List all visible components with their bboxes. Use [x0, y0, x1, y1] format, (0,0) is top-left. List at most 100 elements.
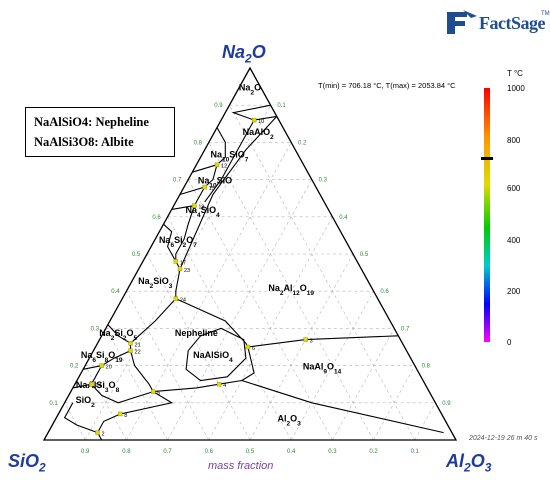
phase-label-naalsio4: NaAlSiO4 — [193, 350, 233, 364]
colorbar-tick-200: 200 — [507, 287, 521, 296]
invariant-point-label: 18 — [198, 205, 204, 211]
phase-boundary — [163, 223, 177, 262]
invariant-point-label: 24 — [180, 298, 186, 304]
vertex-right-label: Al2O3 — [446, 451, 492, 475]
phase-boundary — [192, 127, 226, 173]
invariant-point-label: 23 — [184, 268, 190, 274]
left-tick-label: 0.5 — [132, 252, 141, 258]
axis-title: mass fraction — [208, 460, 274, 472]
invariant-point-label: 6 — [252, 346, 255, 352]
temperature-colorbar — [484, 88, 490, 342]
invariant-point-marker — [245, 344, 251, 350]
colorbar-tick-1000: 1000 — [507, 84, 525, 93]
grid-line — [187, 179, 333, 441]
invariant-point-label: 3 — [310, 339, 313, 345]
invariant-point-marker — [173, 259, 179, 264]
phase-label-na2o: Na2O — [239, 82, 261, 96]
bottom-tick-label: 0.6 — [205, 449, 214, 455]
bottom-tick-label: 0.1 — [411, 449, 420, 455]
timestamp: 2024-12-19 26 m 40 s — [469, 435, 538, 442]
phase-boundary — [175, 116, 278, 299]
right-tick-label: 0.4 — [339, 215, 348, 221]
invariant-point-marker — [128, 341, 133, 346]
left-tick-label: 0.8 — [194, 140, 203, 146]
invariant-point-marker — [251, 117, 257, 123]
bottom-tick-label: 0.3 — [328, 449, 337, 455]
grid-line — [84, 105, 271, 441]
phase-label-na10sio: Na10SiO — [198, 175, 232, 189]
grid-line — [373, 365, 416, 441]
phase-label-na6si2o7: Na6Si2O7 — [159, 235, 197, 249]
invariant-point-label: 20 — [106, 365, 112, 371]
right-tick-label: 0.6 — [380, 289, 389, 295]
phase-label-na6si8o19: Na6Si8O19 — [81, 350, 123, 364]
invariant-point-label: 5 — [157, 391, 160, 397]
invariant-point-marker — [177, 266, 183, 272]
invariant-point-marker — [202, 184, 207, 190]
colorbar-tick-0: 0 — [507, 338, 512, 347]
vertex-top-label: Na2O — [222, 42, 266, 66]
invariant-point-label: 22 — [135, 350, 141, 356]
axis-tick-labels: 0.9 0.8 0.7 0.6 0.5 0.4 0.3 0.2 0.1 0.1 0.2 0.3 0.4 0… — [49, 103, 451, 455]
factsage-logo-icon — [447, 10, 477, 34]
right-tick-label: 0.1 — [277, 103, 286, 109]
grid-line — [229, 105, 416, 441]
temperature-range-label: T(min) = 706.18 °C, T(max) = 2053.84 °C — [318, 81, 456, 90]
phase-boundaries — [63, 104, 444, 441]
invariant-point-marker — [95, 430, 100, 435]
phase-label-na4sio4: Na4SiO4 — [185, 205, 220, 219]
invariant-point-marker — [303, 337, 308, 342]
invariant-point-label: 21 — [135, 342, 141, 348]
phase-boundary — [129, 350, 154, 392]
phase-boundary — [153, 379, 242, 393]
invariant-point-label: 17 — [180, 260, 186, 266]
phase-boundary — [175, 298, 249, 348]
bottom-tick-label: 0.8 — [122, 449, 131, 455]
invariant-point-label: 2 — [102, 432, 105, 438]
phase-label-na2al12o19: Na2Al12O19 — [268, 283, 314, 297]
grid-line — [167, 179, 313, 441]
phase-boundary — [247, 335, 399, 348]
nepheline-region-boundary — [185, 327, 247, 382]
phase-label-na2sio3: Na2SiO3 — [138, 276, 173, 290]
grid-line — [126, 291, 210, 441]
phase-label-sio2: SiO2 — [76, 395, 96, 409]
grid-line — [414, 402, 436, 441]
invariant-point-marker — [89, 382, 94, 387]
left-tick-label: 0.6 — [152, 215, 161, 221]
grid-line — [290, 291, 374, 441]
left-tick-label: 0.1 — [49, 401, 58, 407]
invariant-point-marker — [173, 296, 179, 301]
right-tick-label: 0.7 — [401, 326, 410, 332]
legend-entry-nepheline: NaAlSiO4: Nepheline — [34, 115, 149, 129]
phase-boundary — [72, 365, 103, 389]
colorbar-tick-800: 800 — [507, 136, 521, 145]
phase-boundary — [82, 350, 131, 370]
invariant-point-label: 8 — [124, 413, 127, 419]
bottom-tick-label: 0.9 — [81, 449, 90, 455]
colorbar-tick-600: 600 — [507, 184, 521, 193]
invariant-point-marker — [99, 363, 104, 368]
invariant-point-marker — [150, 389, 156, 394]
invariant-point-marker — [118, 411, 123, 417]
invariant-point-marker — [216, 382, 222, 387]
right-tick-label: 0.3 — [319, 178, 328, 184]
invariant-point-marker — [192, 203, 197, 208]
vertex-left-label: SiO2 — [8, 451, 46, 475]
factsage-logo: FactSage TM — [445, 8, 550, 38]
bottom-tick-label: 0.7 — [163, 449, 172, 455]
grid-line — [249, 253, 354, 441]
phase-boundary — [204, 119, 255, 203]
right-tick-label: 0.2 — [298, 140, 307, 146]
bottom-tick-label: 0.4 — [287, 449, 296, 455]
phase-label-na2si2o5: Na2Si2O5 — [99, 328, 137, 342]
right-tick-label: 0.9 — [442, 401, 451, 407]
colorbar-tick-400: 400 — [507, 236, 521, 245]
phase-label-al2o3: Al2O3 — [278, 413, 302, 427]
invariant-point-label: 10 — [258, 119, 264, 125]
left-tick-label: 0.4 — [111, 289, 120, 295]
invariant-point-label: 12 — [221, 164, 227, 170]
phase-boundary — [63, 402, 98, 434]
